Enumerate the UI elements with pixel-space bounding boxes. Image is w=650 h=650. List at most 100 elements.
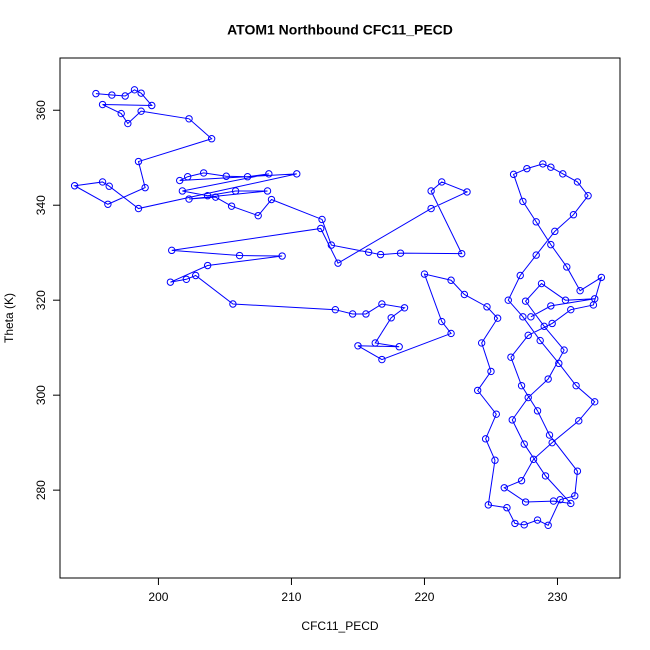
data-point — [487, 367, 495, 376]
data-point — [438, 178, 446, 186]
data-point — [560, 346, 568, 354]
data-point — [227, 202, 236, 210]
data-point — [141, 183, 149, 192]
data-point — [507, 353, 515, 361]
data-point — [191, 271, 200, 280]
data-point — [395, 343, 403, 351]
data-point — [458, 249, 466, 258]
data-point — [203, 192, 212, 200]
data-point — [130, 86, 139, 94]
data-point — [463, 188, 471, 196]
data-point — [547, 163, 555, 171]
data-point — [371, 339, 379, 347]
data-point — [481, 435, 490, 443]
data-point — [524, 331, 532, 340]
data-point — [348, 310, 357, 318]
data-point — [493, 314, 502, 322]
data-point — [555, 359, 563, 368]
data-point — [185, 115, 193, 123]
data-point — [559, 170, 567, 178]
data-point — [544, 375, 552, 383]
data-point — [354, 342, 362, 350]
data-point — [178, 187, 187, 195]
data-point — [548, 438, 556, 447]
data-point — [533, 516, 542, 524]
data-point — [537, 279, 546, 288]
data-point — [547, 240, 555, 249]
data-point — [318, 215, 326, 224]
data-point — [211, 193, 220, 201]
data-point — [484, 501, 493, 509]
data-point — [517, 476, 526, 485]
data-point — [387, 314, 395, 322]
data-point — [364, 248, 373, 256]
data-point — [222, 172, 230, 180]
data-point — [563, 263, 571, 271]
data-point — [460, 290, 469, 299]
data-point — [556, 495, 564, 504]
data-point — [536, 336, 544, 345]
y-tick-label: 300 — [34, 385, 48, 405]
data-point — [243, 173, 252, 181]
x-tick-label: 200 — [148, 590, 168, 604]
data-point — [584, 192, 592, 200]
data-point — [231, 187, 240, 195]
data-point — [503, 504, 511, 512]
data-point — [137, 89, 145, 97]
data-point — [529, 455, 538, 463]
data-point — [134, 204, 143, 213]
x-tick-label: 210 — [281, 590, 301, 604]
data-point — [520, 440, 528, 448]
x-tick-label: 230 — [547, 590, 567, 604]
data-point — [396, 249, 405, 257]
data-point — [166, 278, 175, 286]
data-point — [134, 157, 143, 166]
data-point — [532, 251, 540, 259]
data-point — [548, 319, 556, 328]
data-point — [70, 182, 79, 190]
data-point — [265, 170, 273, 178]
data-point — [523, 164, 531, 173]
data-point — [121, 92, 129, 100]
x-axis-label: CFC11_PECD — [301, 619, 378, 633]
data-point — [544, 521, 552, 529]
data-point — [427, 187, 435, 195]
data-point — [491, 456, 499, 464]
data-point — [176, 176, 184, 185]
data-point — [378, 355, 386, 364]
data-point — [545, 431, 554, 439]
data-point — [500, 484, 508, 492]
data-point — [541, 472, 550, 480]
data-point — [137, 107, 145, 115]
data-point — [185, 195, 193, 203]
data-point — [547, 302, 555, 310]
data-point — [254, 211, 262, 220]
data-point — [517, 381, 526, 390]
data-point — [504, 296, 512, 304]
data-point — [540, 322, 548, 331]
data-point — [509, 170, 518, 179]
data-point — [571, 492, 579, 500]
data-point — [520, 521, 528, 529]
data-point — [420, 270, 429, 278]
data-point — [524, 393, 532, 402]
data-point — [539, 160, 547, 168]
data-point — [532, 218, 540, 226]
data-point — [317, 224, 325, 233]
y-tick-label: 320 — [34, 290, 48, 310]
data-point — [199, 169, 208, 177]
data-point — [533, 407, 542, 415]
data-point — [182, 275, 191, 283]
data-point — [207, 135, 216, 143]
data-point — [551, 227, 559, 236]
data-point — [124, 119, 132, 128]
data-point — [572, 381, 580, 390]
data-point — [168, 246, 176, 255]
data-point — [508, 416, 516, 424]
data-point — [376, 250, 385, 259]
data-point — [98, 178, 107, 186]
y-tick-label: 340 — [34, 195, 48, 215]
data-point — [447, 329, 455, 338]
